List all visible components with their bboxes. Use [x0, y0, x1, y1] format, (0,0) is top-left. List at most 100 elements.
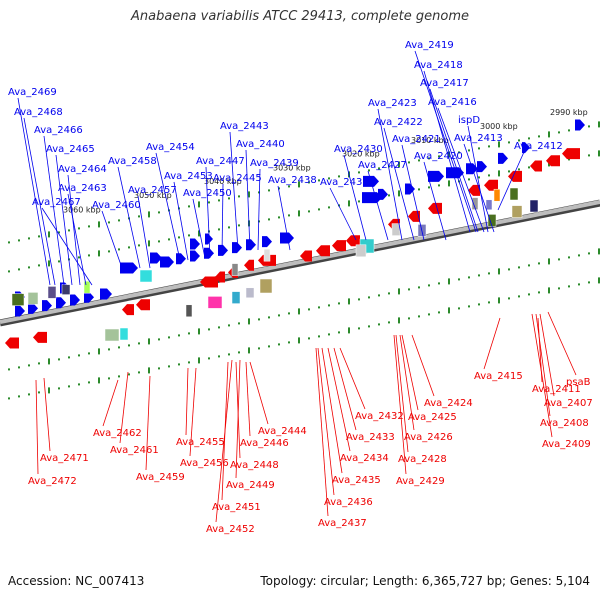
- scale-dot: [418, 286, 420, 289]
- reverse-label-leader: [547, 311, 577, 376]
- scale-dot: [448, 151, 450, 158]
- scale-dot: [238, 351, 240, 354]
- scale-dot: [278, 187, 280, 190]
- feature-box: [104, 328, 120, 342]
- scale-dot: [588, 252, 590, 255]
- scale-dot: [248, 191, 250, 198]
- scale-dot: [28, 266, 30, 269]
- reverse-gene-arrow: [300, 250, 312, 262]
- feature-box: [471, 197, 479, 210]
- scale-dot: [458, 307, 460, 310]
- scale-dot: [588, 281, 590, 284]
- reverse-label-leader: [249, 361, 269, 425]
- scale-dot: [368, 325, 370, 328]
- forward-label-leader: [329, 187, 357, 241]
- reverse-gene-label: Ava_2472: [28, 476, 77, 487]
- reverse-label-leader: [411, 334, 435, 397]
- scale-dot: [308, 181, 310, 184]
- reverse-gene-arrow: [215, 271, 225, 283]
- scale-dot: [238, 195, 240, 198]
- scale-dot: [178, 363, 180, 366]
- scale-dot: [418, 159, 420, 162]
- reverse-label-leader: [315, 347, 329, 517]
- scale-dot: [38, 391, 40, 394]
- reverse-gene-label: psaB: [566, 377, 591, 388]
- scale-dot: [468, 178, 470, 181]
- scale-dot: [158, 211, 160, 214]
- reverse-gene-label: Ava_2446: [240, 438, 289, 449]
- scale-dot: [48, 260, 50, 267]
- scale-dot: [368, 169, 370, 172]
- reverse-gene-arrow: [244, 259, 254, 271]
- feature-box: [263, 248, 271, 262]
- forward-gene-label: Ava_2423: [368, 98, 417, 109]
- scale-dot: [328, 206, 330, 209]
- forward-gene-label: Ava_2443: [220, 121, 269, 132]
- reverse-gene-arrow: [428, 202, 442, 214]
- reverse-label-leader: [189, 367, 197, 457]
- reverse-gene-label: Ava_2448: [230, 460, 279, 471]
- forward-gene-label: Ava_2438: [268, 175, 317, 186]
- reverse-gene-label: Ava_2428: [398, 454, 447, 465]
- scale-dot: [308, 308, 310, 311]
- scale-dot: [218, 199, 220, 202]
- scale-dot: [398, 288, 400, 295]
- scale-dot: [148, 338, 150, 345]
- scale-dot: [508, 141, 510, 144]
- feature-box: [185, 304, 193, 318]
- scale-dot: [118, 375, 120, 378]
- scale-dot: [358, 298, 360, 301]
- scale-dot: [378, 294, 380, 297]
- forward-gene-arrow: [522, 142, 530, 154]
- scale-dot: [298, 210, 300, 217]
- scale-dot: [338, 175, 340, 178]
- forward-label-leader: [277, 185, 291, 251]
- forward-label-leader: [155, 152, 181, 261]
- reverse-label-leader: [119, 371, 129, 444]
- scale-dot: [568, 256, 570, 259]
- scale-dot: [58, 231, 60, 234]
- forward-label-leader: [423, 70, 471, 233]
- feature-box: [47, 286, 57, 299]
- scale-dot: [428, 157, 430, 160]
- reverse-label-leader: [245, 361, 251, 437]
- forward-gene-arrow: [246, 239, 256, 251]
- scale-dot: [578, 283, 580, 286]
- scale-dot: [238, 224, 240, 227]
- feature-box: [487, 214, 497, 227]
- scale-dot: [498, 297, 500, 304]
- scale-dot: [528, 166, 530, 169]
- feature-box: [139, 269, 153, 283]
- kbp-tick-label: 2990 kbp: [550, 108, 588, 117]
- scale-dot: [168, 238, 170, 241]
- forward-gene-label: Ava_2445: [213, 173, 262, 184]
- forward-label-leader: [245, 149, 251, 251]
- feature-box: [245, 287, 255, 299]
- reverse-gene-arrow: [546, 155, 560, 167]
- scale-dot: [448, 307, 450, 314]
- reverse-label-leader: [531, 313, 553, 438]
- scale-dot: [78, 256, 80, 259]
- scale-dot: [98, 377, 100, 384]
- scale-dot: [38, 264, 40, 267]
- scale-dot: [558, 258, 560, 261]
- reverse-gene-arrow: [136, 299, 150, 311]
- scale-dot: [78, 354, 80, 357]
- scale-dot: [288, 185, 290, 188]
- feature-box: [27, 292, 39, 305]
- forward-gene-arrow: [15, 305, 25, 317]
- reverse-label-leader: [43, 377, 51, 452]
- scale-dot: [318, 306, 320, 309]
- scale-dot: [68, 229, 70, 232]
- scale-dot: [298, 337, 300, 344]
- reverse-gene-label: Ava_2449: [226, 480, 275, 491]
- forward-gene-label: Ava_2463: [58, 183, 107, 194]
- forward-label-leader: [101, 210, 123, 269]
- scale-dot: [358, 171, 360, 174]
- reverse-gene-label: Ava_2459: [136, 472, 185, 483]
- scale-dot: [108, 348, 110, 351]
- scale-dot: [518, 139, 520, 142]
- reverse-gene-arrow: [122, 304, 134, 316]
- reverse-gene-label: Ava_2435: [332, 475, 381, 486]
- forward-gene-label: Ava_2447: [196, 156, 245, 167]
